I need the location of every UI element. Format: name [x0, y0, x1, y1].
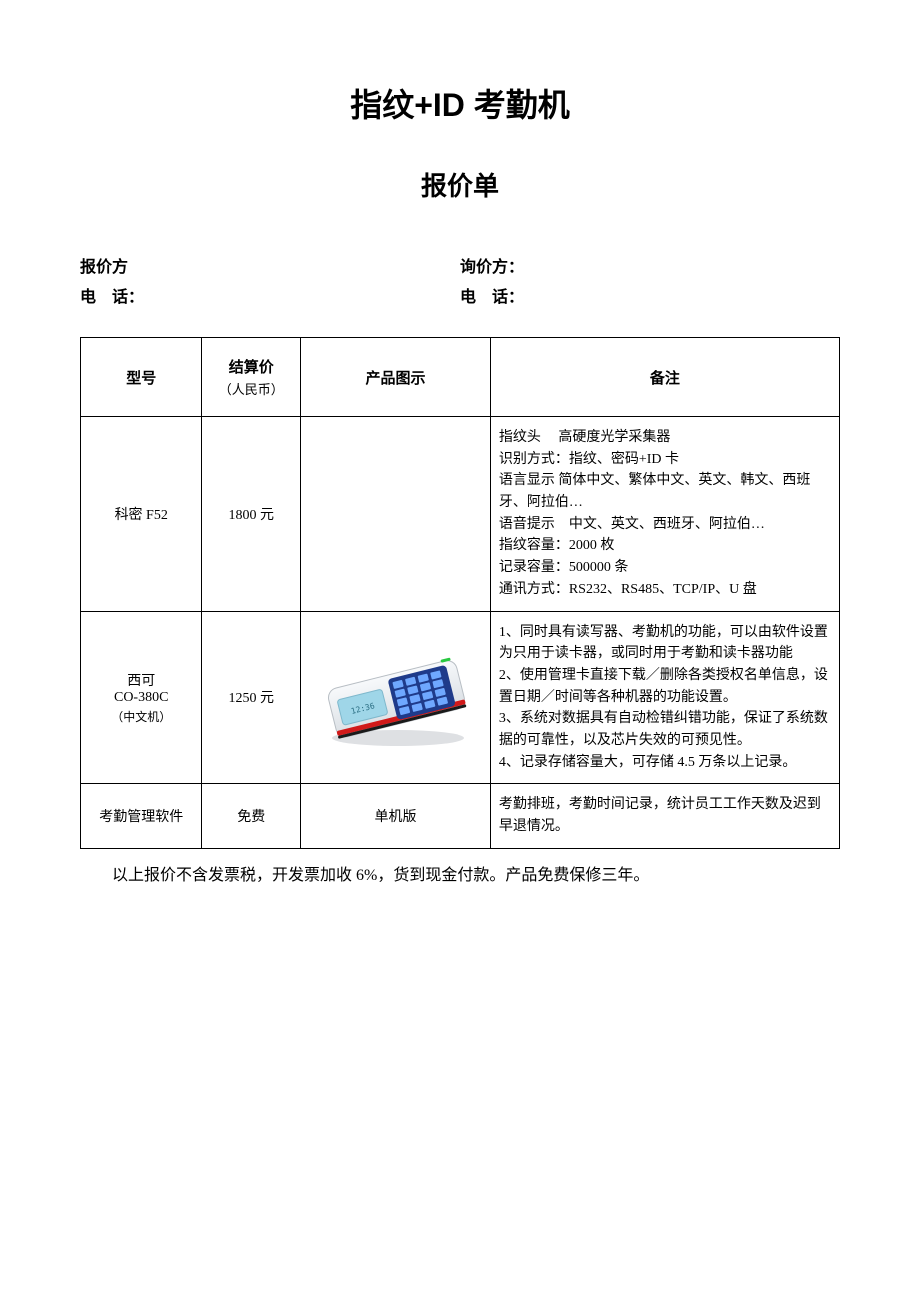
cell-price: 1800 元	[202, 417, 301, 612]
inquirer-label: 询价方：	[460, 253, 840, 277]
cell-model: 西可CO-380C （中文机）	[81, 611, 202, 784]
model-sub: （中文机）	[89, 708, 193, 725]
cell-remark: 1、同时具有读写器、考勤机的功能，可以由软件设置为只用于读卡器，或同时用于考勤和…	[490, 611, 839, 784]
quoter-label: 报价方	[80, 253, 460, 277]
cell-model: 考勤管理软件	[81, 784, 202, 848]
quoter-phone-label: 电 话：	[80, 283, 460, 307]
model-name: 科密 F52	[89, 504, 193, 524]
cell-image	[301, 417, 491, 612]
model-name: 考勤管理软件	[89, 806, 193, 826]
quote-table: 型号 结算价 （人民币） 产品图示 备注 科密 F52 1800 元 指纹头 高…	[80, 337, 840, 849]
cell-remark: 指纹头 高硬度光学采集器识别方式：指纹、密码+ID 卡语言显示 简体中文、繁体中…	[490, 417, 839, 612]
col-header-image: 产品图示	[301, 338, 491, 417]
inquirer-phone-label: 电 话：	[460, 283, 840, 307]
col-header-model: 型号	[81, 338, 202, 417]
page-title: 指纹+ID 考勤机	[80, 80, 840, 126]
table-row: 科密 F52 1800 元 指纹头 高硬度光学采集器识别方式：指纹、密码+ID …	[81, 417, 840, 612]
col-header-remark: 备注	[490, 338, 839, 417]
cell-price: 1250 元	[202, 611, 301, 784]
device-illustration-icon: 12:36	[310, 642, 480, 752]
page-subtitle: 报价单	[80, 166, 840, 203]
model-name: 西可CO-380C	[89, 670, 193, 706]
col-header-price: 结算价 （人民币）	[202, 338, 301, 417]
cell-price: 免费	[202, 784, 301, 848]
table-row: 西可CO-380C （中文机） 1250 元	[81, 611, 840, 784]
col-header-price-main: 结算价	[210, 356, 292, 377]
table-row: 考勤管理软件 免费 单机版 考勤排班，考勤时间记录，统计员工工作天数及迟到早退情…	[81, 784, 840, 848]
cell-model: 科密 F52	[81, 417, 202, 612]
table-header-row: 型号 结算价 （人民币） 产品图示 备注	[81, 338, 840, 417]
col-header-price-sub: （人民币）	[210, 379, 292, 398]
cell-remark: 考勤排班，考勤时间记录，统计员工工作天数及迟到早退情况。	[490, 784, 839, 848]
footer-note: 以上报价不含发票税，开发票加收 6%，货到现金付款。产品免费保修三年。	[80, 863, 840, 889]
cell-image: 单机版	[301, 784, 491, 848]
cell-image: 12:36	[301, 611, 491, 784]
